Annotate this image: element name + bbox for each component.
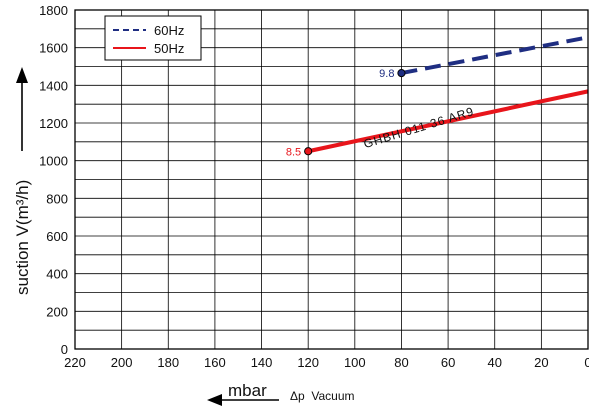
- y-tick-label: 1600: [39, 41, 68, 56]
- series-line-60hz: [401, 35, 589, 76]
- x-tick-label: 0: [584, 355, 589, 370]
- y-tick-label: 1400: [39, 78, 68, 93]
- series-start-label: 9.8: [379, 68, 394, 80]
- legend: 60Hz 50Hz: [104, 15, 202, 61]
- series-line-50hz: [307, 89, 589, 154]
- y-tick-label: 400: [46, 267, 68, 282]
- x-tick-label: 100: [344, 355, 366, 370]
- x-tick-label: 140: [251, 355, 273, 370]
- x-tick-label: 180: [157, 355, 179, 370]
- series-start-label: 8.5: [286, 146, 301, 158]
- x-axis-unit-label: mbar: [228, 381, 267, 400]
- x-axis-description: Δp Vacuum: [290, 389, 355, 403]
- model-label: GHBH 011 36 AR9: [362, 104, 476, 151]
- legend-box: [104, 15, 202, 61]
- y-tick-label: 800: [46, 191, 68, 206]
- y-axis-arrow-head: [16, 67, 28, 83]
- x-tick-label: 120: [297, 355, 319, 370]
- y-tick-label: 200: [46, 304, 68, 319]
- x-tick-label: 80: [394, 355, 408, 370]
- y-tick-label: 600: [46, 229, 68, 244]
- plot-frame: [74, 9, 589, 350]
- x-tick-label: 40: [487, 355, 501, 370]
- data-series: [307, 35, 589, 154]
- legend-label-60hz: 60Hz: [154, 23, 184, 38]
- series-start-point: [304, 147, 313, 156]
- x-tick-label: 220: [64, 355, 86, 370]
- y-tick-label: 1200: [39, 116, 68, 131]
- x-tick-label: 60: [441, 355, 455, 370]
- y-tick-label: 1000: [39, 154, 68, 169]
- series-start-point: [397, 68, 406, 78]
- x-tick-label: 160: [204, 355, 226, 370]
- grid-lines: [75, 10, 588, 349]
- data-points: 9.8 8.5: [286, 68, 406, 158]
- y-tick-label: 1800: [39, 3, 68, 18]
- x-tick-label: 20: [534, 355, 548, 370]
- x-tick-label: 200: [111, 355, 133, 370]
- x-axis-title: mbar Δp Vacuum: [207, 381, 355, 406]
- legend-label-50hz: 50Hz: [154, 41, 184, 56]
- y-axis-title: suction V(m³/h): [13, 67, 32, 295]
- x-axis-arrow-head: [207, 394, 222, 406]
- y-axis-label: suction V(m³/h): [13, 180, 32, 295]
- y-tick-label: 0: [61, 342, 68, 357]
